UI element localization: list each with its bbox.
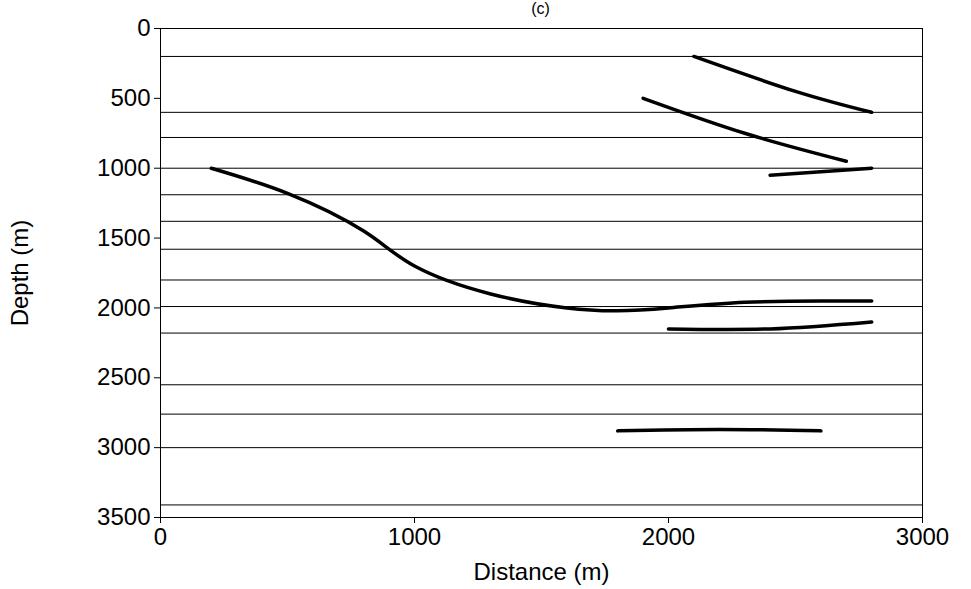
svg-text:Distance (m): Distance (m) [473,558,609,585]
svg-text:0: 0 [137,14,150,41]
svg-text:3500: 3500 [97,503,150,530]
svg-text:2500: 2500 [97,363,150,390]
html-text:(c): (c) [531,0,550,17]
svg-text:0: 0 [154,523,167,550]
svg-text:2000: 2000 [97,294,150,321]
svg-text:3000: 3000 [896,523,949,550]
svg-text:1000: 1000 [97,154,150,181]
svg-text:1500: 1500 [97,224,150,251]
svg-text:500: 500 [110,84,150,111]
svg-text:2000: 2000 [642,523,695,550]
svg-text:1000: 1000 [388,523,441,550]
svg-text:3000: 3000 [97,433,150,460]
svg-text:Depth (m): Depth (m) [6,220,33,327]
